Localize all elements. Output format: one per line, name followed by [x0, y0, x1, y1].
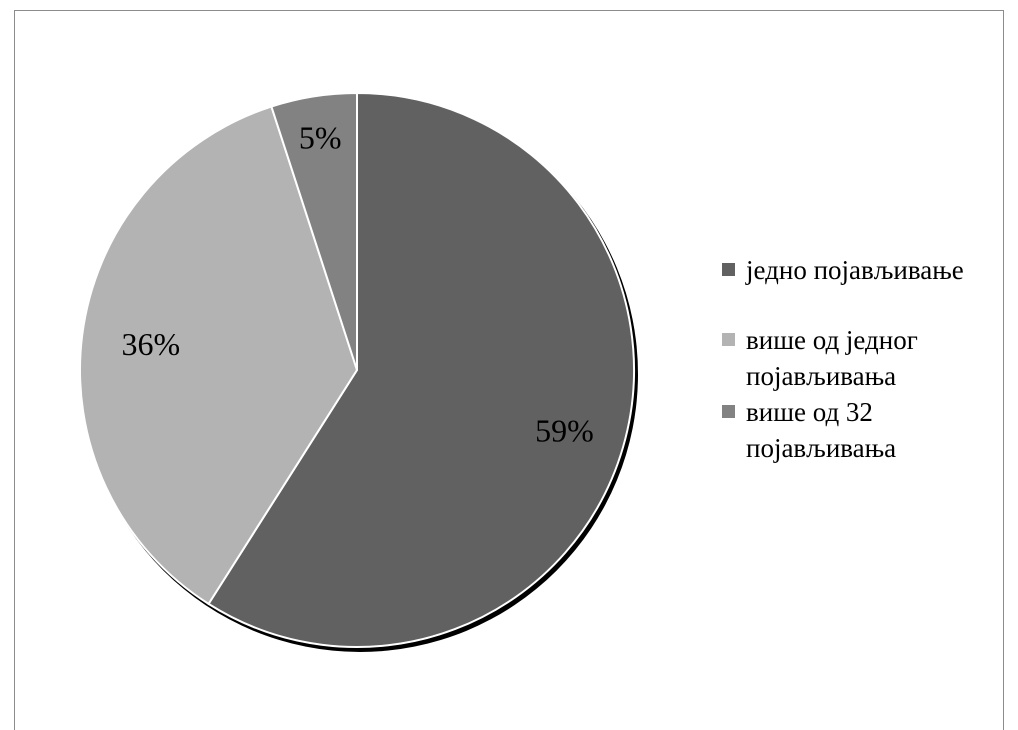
legend-label-more-than-32: више од 32 појављивања: [746, 397, 897, 463]
legend-item-more-than-one: више од једног појављивања: [722, 322, 1012, 394]
pie-slice-single: [207, 91, 635, 648]
pie-slice-more-than-32: [270, 91, 358, 371]
legend-swatch-more-than-one: [722, 333, 735, 346]
legend-item-more-than-32: више од 32 појављивања: [722, 394, 1012, 466]
slice-label-more-than-one: 36%: [122, 326, 181, 362]
legend-swatch-single: [722, 263, 735, 276]
legend-swatch-more-than-32: [722, 405, 735, 418]
legend-label-more-than-one: више од једног појављивања: [746, 325, 918, 391]
slice-label-more-than-32: 5%: [299, 119, 342, 155]
legend-label-single: једно појављивање: [746, 255, 964, 285]
legend-item-single: једно појављивање: [722, 252, 1012, 288]
pie-slice-more-than-one: [79, 105, 359, 606]
legend: једно појављивање више од једног појављи…: [722, 252, 1012, 500]
slice-label-single: 59%: [535, 412, 594, 448]
